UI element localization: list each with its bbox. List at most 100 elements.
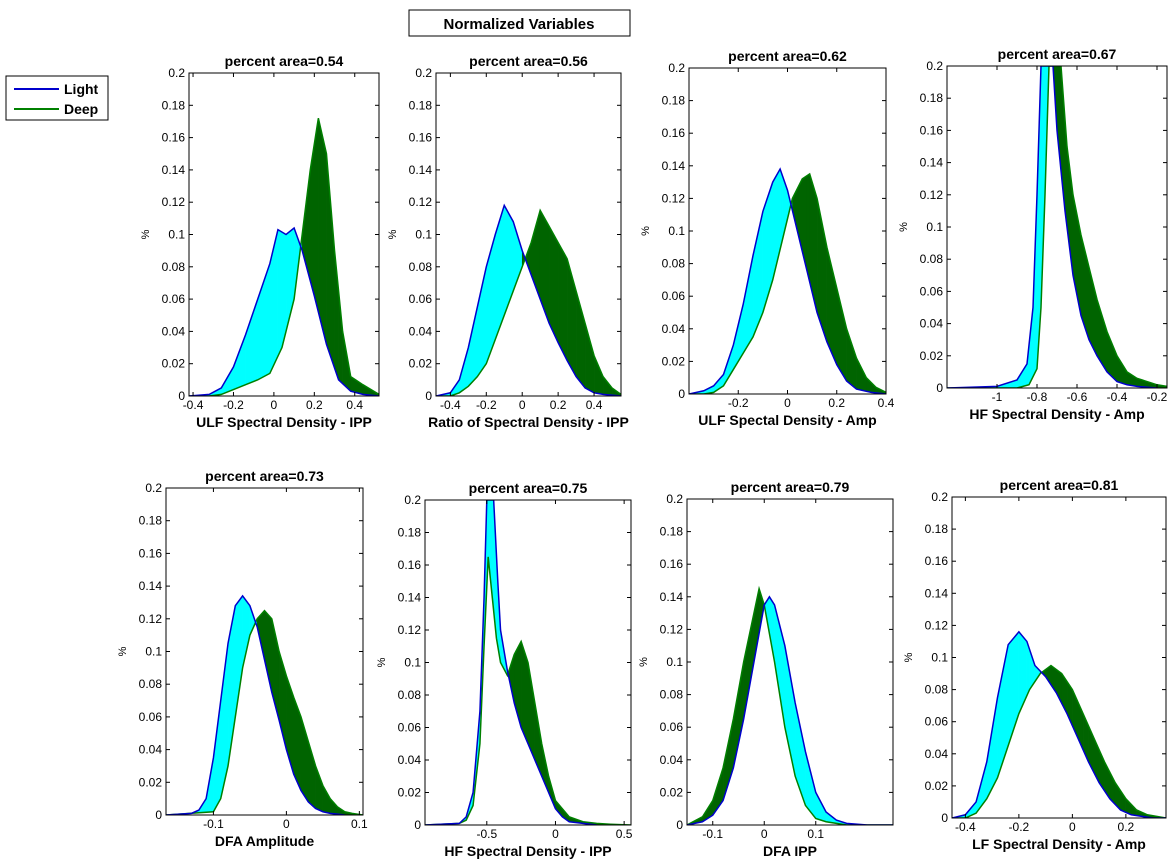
y-tick-label: 0 <box>178 389 185 403</box>
legend-label-light: Light <box>64 81 99 97</box>
panels: 0 0.02 0.04 0.06 0.08 0.1 0.12 0.14 0.16 0.18 0.2 -… <box>117 46 1168 859</box>
fill-between <box>687 585 893 825</box>
subplot-3: 0 0.02 0.04 0.06 0.08 0.1 0.12 0.14 0.16 0.18 0.2 -… <box>640 48 895 428</box>
legend-label-deep: Deep <box>64 101 98 117</box>
suptitle: Normalized Variables <box>408 9 631 37</box>
y-tick-label: 0.16 <box>660 557 684 571</box>
x-tick-label: -0.4 <box>440 398 461 412</box>
y-tick-label: 0.04 <box>409 324 433 338</box>
y-tick-label: 0.06 <box>660 720 684 734</box>
fill-segment <box>318 118 327 345</box>
x-tick-label: -0.2 <box>476 398 497 412</box>
series-line-light <box>436 203 621 396</box>
subplot-title: percent area=0.75 <box>469 480 588 496</box>
y-tick-label: 0.16 <box>398 558 422 572</box>
y-tick-label: 0.1 <box>415 228 432 242</box>
series-line-deep <box>189 118 379 396</box>
x-axis-label: HF Spectral Density - IPP <box>444 843 611 859</box>
y-tick-label: 0.08 <box>920 252 944 266</box>
y-axis-label: % <box>898 222 910 232</box>
x-tick-label: 0 <box>784 396 791 410</box>
y-tick-label: 0.18 <box>660 525 684 539</box>
x-tick-label: -0.2 <box>1147 390 1168 404</box>
y-tick-label: 0.04 <box>925 747 949 761</box>
x-tick-label: -0.2 <box>223 398 244 412</box>
y-axis-label: % <box>117 646 129 656</box>
y-tick-label: 0.08 <box>925 683 949 697</box>
y-tick-label: 0.12 <box>920 188 944 202</box>
y-tick-label: 0.06 <box>398 721 422 735</box>
y-tick-label: 0.1 <box>668 224 685 238</box>
y-tick-label: 0.02 <box>660 785 684 799</box>
y-tick-label: 0 <box>676 818 683 832</box>
subplot-title: percent area=0.56 <box>469 53 588 69</box>
y-tick-label: 0.14 <box>398 591 422 605</box>
x-axis-label: Ratio of Spectral Density - IPP <box>428 414 629 430</box>
x-tick-label: -0.1 <box>702 827 723 841</box>
y-tick-label: 0.1 <box>931 651 948 665</box>
x-tick-label: -0.1 <box>203 817 224 831</box>
x-tick-label: 0.2 <box>1118 820 1135 834</box>
y-tick-label: 0.02 <box>925 779 949 793</box>
x-tick-label: -1 <box>992 390 1003 404</box>
y-tick-label: 0.06 <box>409 292 433 306</box>
y-tick-label: 0.18 <box>398 526 422 540</box>
x-tick-label: 0 <box>1069 820 1076 834</box>
y-tick-label: 0.18 <box>139 514 163 528</box>
legend-box <box>5 75 109 121</box>
series-line-deep <box>687 585 893 825</box>
y-tick-label: 0.04 <box>398 753 422 767</box>
series-line-light <box>166 594 345 815</box>
y-tick-label: 0.14 <box>162 163 186 177</box>
plot-area <box>689 68 886 394</box>
x-axis-label: HF Spectral Density - Amp <box>969 406 1144 422</box>
y-axis-label: % <box>903 652 915 662</box>
fill-segment <box>314 118 319 313</box>
subplot-8: 0 0.02 0.04 0.06 0.08 0.1 0.12 0.14 0.16 0.18 0.2 -… <box>903 477 1167 852</box>
y-tick-label: 0 <box>425 389 432 403</box>
y-axis-label: % <box>140 229 152 239</box>
x-tick-label: -0.6 <box>1067 390 1088 404</box>
fill-between <box>425 500 631 825</box>
x-tick-label: 0.1 <box>807 827 824 841</box>
x-tick-label: 0.4 <box>586 398 603 412</box>
y-tick-label: 0.12 <box>660 622 684 636</box>
y-tick-label: 0.1 <box>666 655 683 669</box>
y-tick-label: 0.16 <box>662 126 686 140</box>
y-tick-label: 0.16 <box>139 546 163 560</box>
x-tick-label: 0 <box>761 827 768 841</box>
y-tick-label: 0.14 <box>660 590 684 604</box>
x-tick-label: -0.4 <box>955 820 976 834</box>
fill-segment <box>557 241 568 361</box>
y-tick-label: 0.02 <box>398 786 422 800</box>
y-tick-label: 0.06 <box>662 289 686 303</box>
x-axis-label: DFA Amplitude <box>215 833 315 849</box>
y-tick-label: 0.02 <box>139 775 163 789</box>
fill-segment <box>806 173 810 282</box>
subplot-title: percent area=0.62 <box>728 48 847 64</box>
y-tick-label: 0.16 <box>409 131 433 145</box>
y-tick-label: 0.2 <box>168 66 185 80</box>
series-line-light <box>689 167 886 394</box>
plot-area <box>436 73 621 396</box>
y-tick-label: 0.08 <box>662 257 686 271</box>
y-tick-label: 0.08 <box>660 688 684 702</box>
y-tick-label: 0 <box>155 808 162 822</box>
y-tick-label: 0.14 <box>920 156 944 170</box>
y-tick-label: 0.02 <box>920 349 944 363</box>
fill-between <box>189 118 379 396</box>
y-tick-label: 0.08 <box>398 688 422 702</box>
x-axis-label: ULF Spectal Density - Amp <box>698 412 876 428</box>
suptitle-box <box>408 9 631 37</box>
y-tick-label: 0.02 <box>409 357 433 371</box>
y-tick-label: 0.18 <box>920 91 944 105</box>
y-tick-label: 0 <box>941 811 948 825</box>
series-line-light <box>952 630 1166 818</box>
fill-between <box>436 203 621 396</box>
fill-between <box>689 167 886 394</box>
fill-between <box>166 594 363 815</box>
fill-segment <box>779 168 783 250</box>
x-tick-label: -0.2 <box>1009 820 1030 834</box>
y-tick-label: 0.02 <box>162 357 186 371</box>
y-tick-label: 0.12 <box>409 195 433 209</box>
